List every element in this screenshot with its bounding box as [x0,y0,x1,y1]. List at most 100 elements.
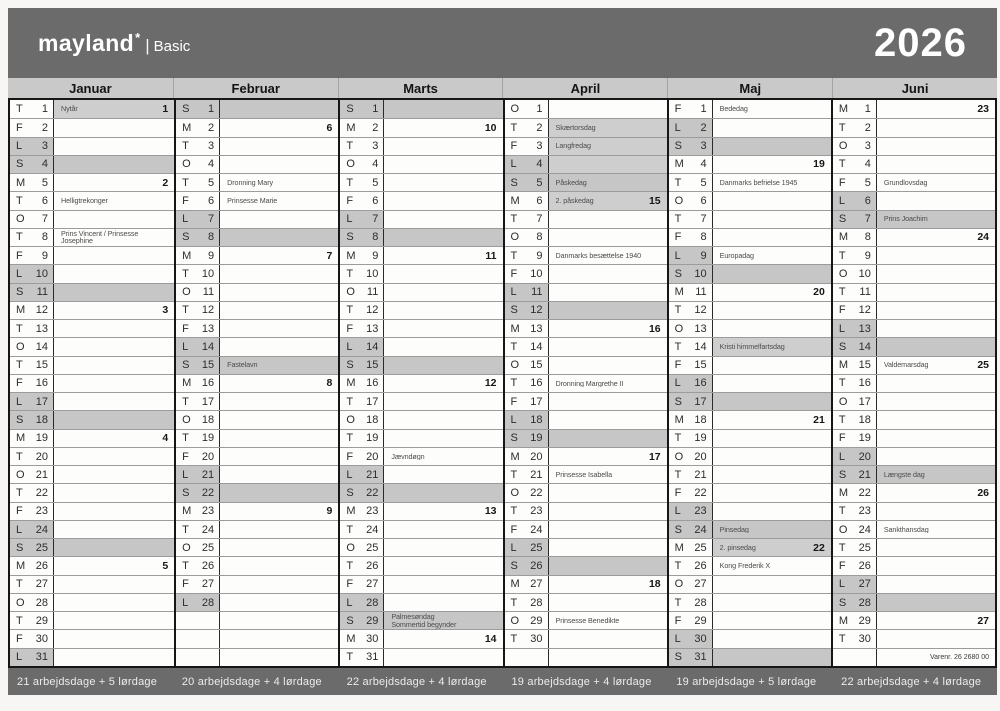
day-row: T 1 Nytår 1 [10,100,175,119]
month-column: S 1 M 2 10 T 3 O 4 T 5 F 6 L 7 S 8 M 9 11 T 10 O 11 T 12 F 13 L 14 S 15… [338,100,503,666]
note-cell: Langfredag [548,137,667,155]
day-row: M 22 26 [832,483,995,502]
day-row: M 30 14 [340,629,503,648]
day-number: 15 [530,359,543,372]
day-row: T 10 [176,264,339,283]
note-cell [384,156,502,173]
day-number: 24 [366,523,379,536]
note-cell [712,265,831,283]
day-letter: T [346,267,354,280]
day-number: 26 [694,560,707,573]
day-letter: O [674,194,684,207]
day-cell [176,630,221,648]
holiday-note: Danmarks besættelse 1940 [555,251,642,260]
day-cell: T 14 [669,338,713,356]
day-letter: S [16,414,24,426]
day-letter: T [674,596,682,609]
day-number: 25 [35,541,48,554]
week-number: 25 [977,359,989,372]
day-letter: O [16,340,25,353]
day-row: S 21 Længste dag [832,465,995,484]
note-cell [54,283,175,301]
note-cell [713,192,831,209]
note-cell [713,119,831,136]
day-number: 30 [858,633,871,646]
day-number: 11 [366,286,379,299]
day-number: 21 [366,468,379,481]
day-row: L 25 [504,538,667,557]
day-number: 13 [530,322,543,335]
day-row: T 21 Prinsesse Isabella [504,465,667,484]
note-cell [877,393,995,410]
day-row: S 22 [340,483,503,502]
day-cell: T 28 [669,593,713,612]
day-cell: L 10 [10,265,54,283]
day-letter: T [16,231,23,244]
day-row: O 18 [340,410,503,429]
day-row: T 31 [340,647,503,666]
day-cell: F 23 [10,502,54,520]
day-number: 10 [694,267,707,280]
note-cell [713,466,831,483]
day-number: 22 [858,487,871,500]
day-cell: O 25 [340,539,385,557]
note-cell: 24 [877,229,995,246]
day-row: T 28 [504,592,667,612]
day-number: 13 [694,322,707,335]
month-header-row: Januar Februar Marts April Maj Juni [8,78,997,100]
note-cell [877,320,995,337]
day-row: F 5 Grundlovsdag [832,173,995,192]
day-letter: L [510,286,517,299]
day-number: 11 [531,286,543,299]
week-number: 18 [648,578,661,591]
week-number: 10 [484,121,497,134]
note-cell [713,448,831,465]
day-row: M 8 24 [832,227,995,247]
note-cell: 8 [220,375,338,392]
day-row: T 17 [340,392,503,411]
day-number: 3 [864,140,871,153]
note-cell [713,357,831,374]
day-number: 19 [530,432,543,445]
day-cell: T 30 [505,630,549,648]
day-number: 21 [35,468,48,481]
day-cell: L 28 [340,593,385,612]
day-cell: O 17 [833,393,877,411]
note-cell: 21 [713,411,831,428]
day-cell: M 23 [340,502,385,520]
day-number: 4 [208,158,215,171]
day-row: M 15 Valdemarsdag 25 [832,355,995,374]
note-cell [384,265,502,282]
day-row: L 11 [504,282,667,301]
day-number: 31 [694,651,707,664]
day-letter: S [674,651,682,664]
day-letter: M [838,487,848,500]
day-cell: T 26 [176,557,221,575]
day-number: 12 [201,304,215,317]
day-cell: M 11 [669,283,713,301]
note-cell [384,138,502,155]
day-number: 16 [201,377,215,390]
day-letter: S [674,395,682,408]
day-letter: M [674,414,684,426]
day-letter: M [838,231,848,244]
day-number: 10 [530,267,543,280]
note-cell [877,557,995,574]
day-cell: T 12 [176,301,221,320]
week-number: 1 [162,103,169,116]
day-row: L 16 [668,373,831,393]
day-row: T 26 [176,556,339,575]
day-row: L 30 [668,629,831,648]
